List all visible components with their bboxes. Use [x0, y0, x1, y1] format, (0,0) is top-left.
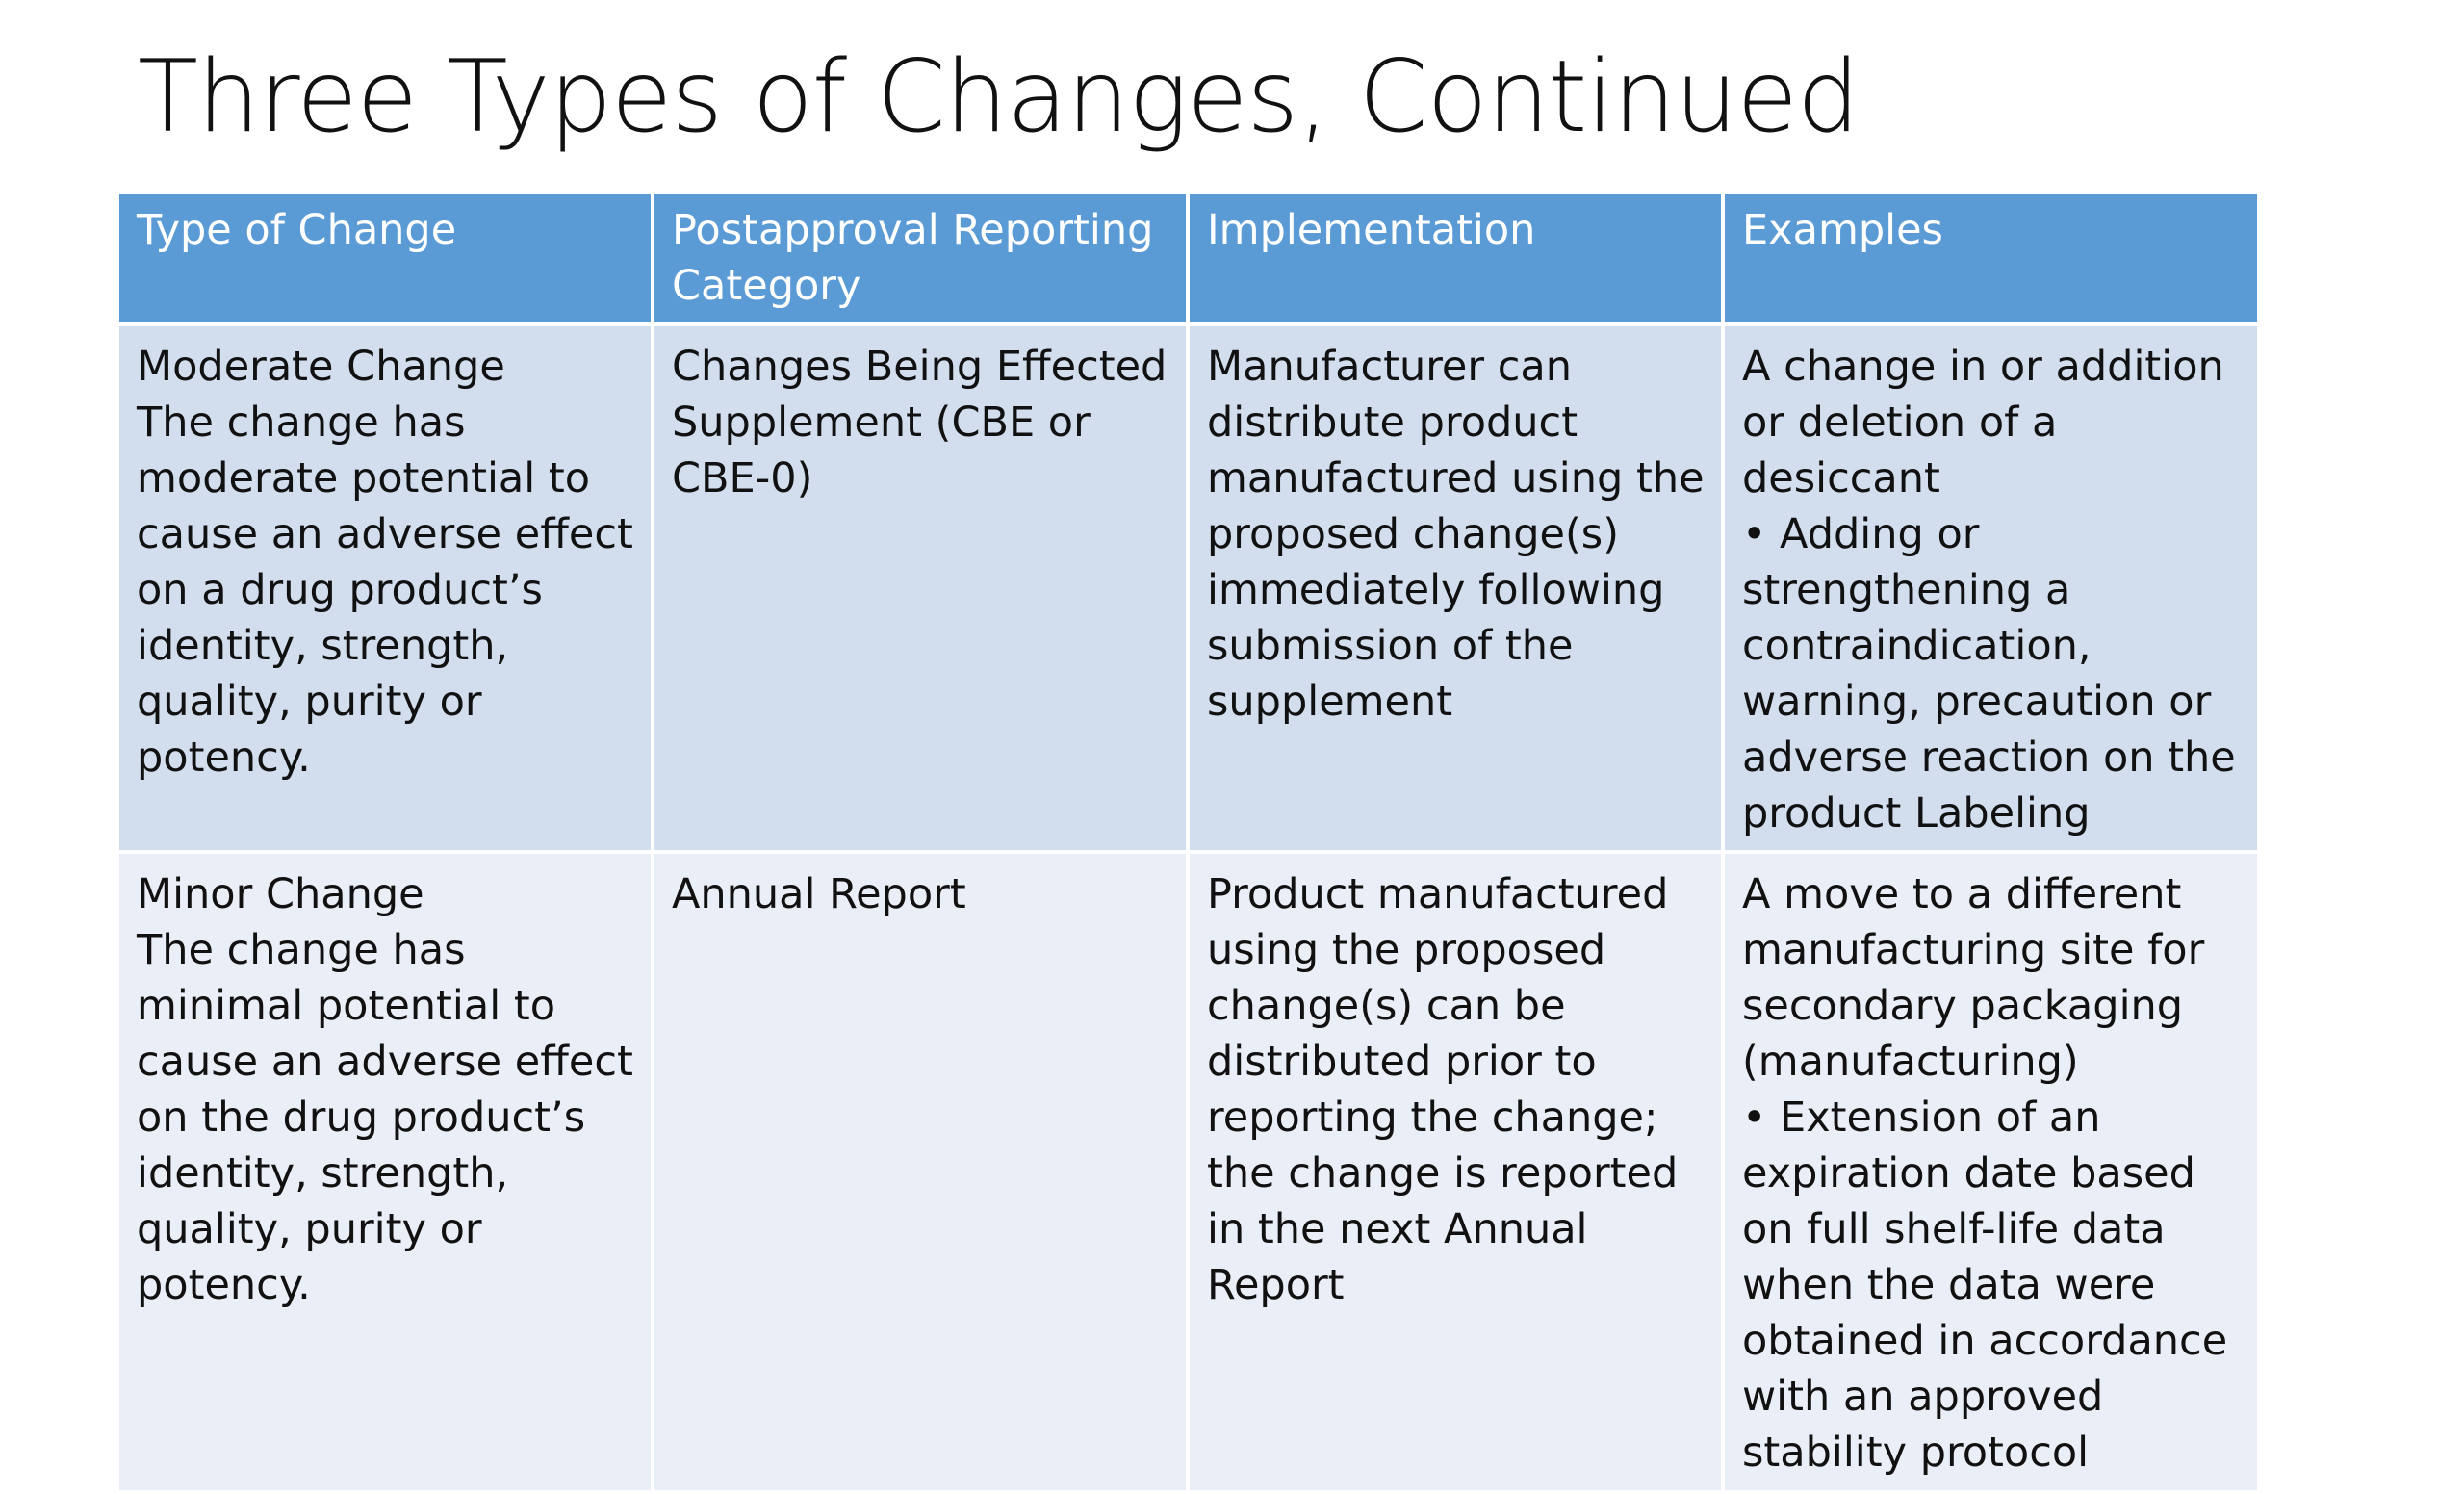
reporting-category-cell: Changes Being Effected Supplement (CBE o… [651, 322, 1190, 854]
type-of-change-cell: Moderate Change The change has moderate … [116, 322, 654, 854]
header-examples: Examples [1721, 191, 2261, 326]
change-type-description: The change has moderate potential to cau… [137, 399, 633, 782]
example-item: A move to a different manufacturing site… [1742, 870, 2205, 1086]
changes-table: Type of Change Postapproval Reporting Ca… [116, 191, 2261, 1494]
header-type-of-change: Type of Change [116, 191, 654, 326]
example-item: • Adding or strengthening a contraindica… [1742, 510, 2236, 837]
changes-table-container: Type of Change Postapproval Reporting Ca… [116, 191, 2261, 1494]
examples-cell: A move to a different manufacturing site… [1721, 850, 2261, 1494]
table-row: Moderate Change The change has moderate … [116, 322, 2261, 854]
change-type-name: Minor Change [137, 870, 424, 918]
example-item: • Extension of an expiration date based … [1742, 1094, 2228, 1477]
example-item: A change in or addition or deletion of a… [1742, 343, 2224, 502]
change-type-name: Moderate Change [137, 343, 505, 391]
table-header-row: Type of Change Postapproval Reporting Ca… [116, 191, 2261, 326]
reporting-category-cell: Annual Report [651, 850, 1190, 1494]
table-row: Minor Change The change has minimal pote… [116, 850, 2261, 1494]
examples-cell: A change in or addition or deletion of a… [1721, 322, 2261, 854]
header-reporting-category: Postapproval Reporting Category [651, 191, 1190, 326]
header-implementation: Implementation [1186, 191, 1725, 326]
change-type-description: The change has minimal potential to caus… [137, 926, 633, 1309]
implementation-cell: Product manufactured using the proposed … [1186, 850, 1725, 1494]
implementation-cell: Manufacturer can distribute product manu… [1186, 322, 1725, 854]
type-of-change-cell: Minor Change The change has minimal pote… [116, 850, 654, 1494]
slide-title: Three Types of Changes, Continued [138, 39, 1860, 155]
